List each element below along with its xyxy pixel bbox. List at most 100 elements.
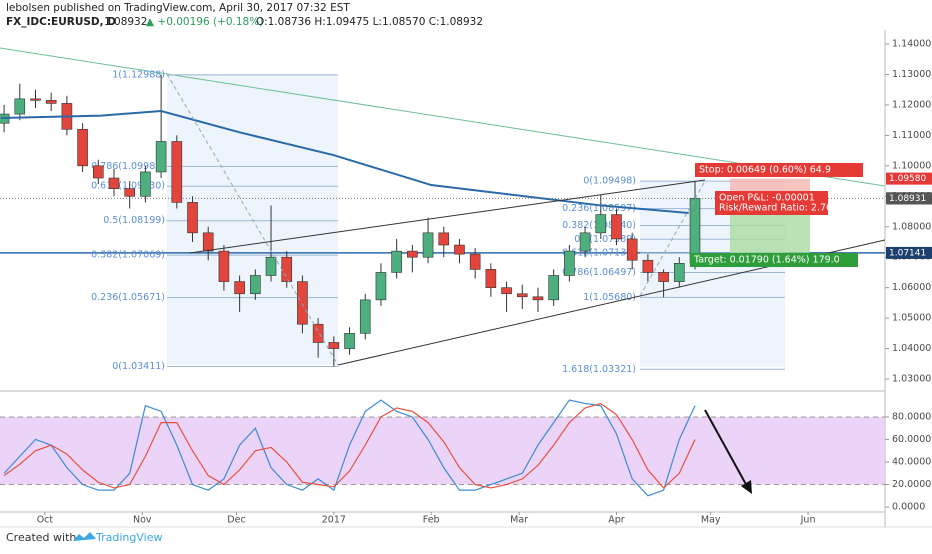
y-tick-label: 80.0000 bbox=[892, 411, 931, 422]
position-box bbox=[690, 253, 858, 267]
candle-body bbox=[45, 100, 57, 104]
fib-label: 0.786(1.09983) bbox=[91, 161, 165, 172]
candle-body bbox=[312, 323, 324, 343]
fib-label: 1(1.05680) bbox=[583, 292, 636, 303]
candle-body bbox=[359, 299, 371, 334]
candle-body bbox=[234, 281, 245, 295]
y-tick-label: 60.0000 bbox=[892, 434, 931, 445]
position-text: Stop: 0.00649 (0.60%) 64.9 bbox=[699, 165, 831, 176]
y-tick-label: 1.03000 bbox=[892, 374, 931, 385]
stoch-band bbox=[0, 416, 885, 485]
fib-label: 0.786(1.06497) bbox=[562, 267, 636, 278]
position-box bbox=[715, 201, 828, 215]
candle-body bbox=[454, 244, 465, 255]
moving-average bbox=[0, 110, 689, 215]
arrow-head bbox=[741, 480, 752, 494]
candle-body bbox=[438, 232, 450, 246]
fib-trend bbox=[639, 180, 706, 297]
candle-body bbox=[14, 98, 26, 115]
fib-label: 1(1.12988) bbox=[112, 69, 165, 80]
candle-body bbox=[108, 177, 120, 189]
y-tick-label: 1.13000 bbox=[892, 69, 931, 80]
overlay: Stop: 0.00649 (0.60%) 64.9 Open P&L: -0.0… bbox=[690, 163, 932, 267]
arrow bbox=[704, 409, 749, 489]
fib-label: 0.5(1.08199) bbox=[103, 215, 165, 226]
y-tick-label: 1.10000 bbox=[892, 160, 931, 171]
footer-text: Created with bbox=[6, 531, 76, 544]
x-tick-label: May bbox=[701, 515, 721, 526]
position-text: Target: 0.01790 (1.64%) 179.0 bbox=[693, 255, 840, 266]
footer-brand: TradingView bbox=[95, 531, 162, 544]
candle-body bbox=[485, 269, 497, 288]
candle-body bbox=[124, 188, 136, 197]
y-tick-label: 1.08000 bbox=[892, 221, 931, 232]
candle-body bbox=[595, 214, 607, 234]
fib-label: 0(1.03411) bbox=[112, 361, 165, 372]
fib-label: 0.236(1.05671) bbox=[91, 292, 165, 303]
candle-body bbox=[281, 256, 293, 282]
candle-body bbox=[642, 259, 654, 273]
candle-body bbox=[218, 250, 230, 282]
candle-body bbox=[391, 250, 402, 273]
fib-trend bbox=[166, 73, 339, 366]
candle-body bbox=[611, 214, 622, 240]
position-text: Open P&L: -0.00001 bbox=[719, 193, 815, 204]
candle-body bbox=[673, 262, 685, 282]
y-tick-label: 1.04000 bbox=[892, 343, 931, 354]
fib-label: 0.382(1.07069) bbox=[91, 250, 165, 261]
logo bbox=[73, 532, 96, 541]
price-label: 1.07141 bbox=[889, 248, 926, 258]
position-text: Risk/Reward Ratio: 2.76 bbox=[719, 203, 832, 214]
stoch-line bbox=[3, 402, 696, 489]
x-tick-label: 2017 bbox=[322, 515, 346, 526]
x-tick-label: Feb bbox=[423, 515, 440, 526]
price-label-box bbox=[886, 192, 932, 205]
y-tick-label: 1.12000 bbox=[892, 99, 931, 110]
y-tick-label: 20.0000 bbox=[892, 479, 931, 490]
y-tick-label: 1.11000 bbox=[892, 130, 931, 141]
fib-label: 0.618(1.07139) bbox=[562, 247, 636, 258]
fib-label: 0(1.09498) bbox=[583, 176, 636, 187]
candle-body bbox=[92, 165, 104, 179]
x-tick-label: Apr bbox=[608, 515, 625, 526]
candle-body bbox=[626, 238, 638, 261]
candle-body bbox=[328, 342, 340, 349]
candle-body bbox=[375, 272, 387, 301]
position-box bbox=[695, 163, 863, 177]
fib-label: 1.618(1.03321) bbox=[562, 364, 636, 375]
candle-body bbox=[344, 333, 355, 349]
candle-body bbox=[548, 275, 559, 301]
candle-body bbox=[658, 272, 669, 282]
price-label: 1.09580 bbox=[889, 174, 926, 184]
candle-body bbox=[140, 171, 151, 197]
candle-body bbox=[532, 296, 544, 301]
fib-label: 0.5(1.07589) bbox=[574, 234, 636, 245]
y-tick-label: 0.0000 bbox=[892, 502, 925, 513]
y-tick-label: 1.14000 bbox=[892, 39, 931, 50]
x-tick-label: Dec bbox=[227, 515, 245, 526]
change: ▲ +0.00196 (+0.18%) bbox=[146, 16, 263, 28]
price-label-box bbox=[886, 246, 932, 259]
candle-body bbox=[250, 275, 261, 295]
candle-body bbox=[579, 232, 591, 252]
candle-body bbox=[171, 141, 183, 203]
candle-body bbox=[469, 253, 481, 270]
candle-body bbox=[564, 250, 575, 276]
candle-body bbox=[155, 141, 167, 173]
candle-body bbox=[30, 98, 41, 101]
y-tick-label: 1.05000 bbox=[892, 313, 931, 324]
y-tick-label: 40.0000 bbox=[892, 457, 931, 468]
fib-label: 0.236(1.08597) bbox=[562, 203, 636, 214]
header-line: lebolsen published on TradingView.com, A… bbox=[6, 2, 350, 14]
fib-label: 0.618(1.09330) bbox=[91, 181, 165, 192]
last-price: 1.08932 bbox=[104, 16, 147, 28]
candle-body bbox=[187, 202, 198, 234]
x-tick-label: Jun bbox=[800, 515, 816, 526]
x-tick-label: Oct bbox=[37, 515, 54, 526]
x-tick-label: Nov bbox=[133, 515, 152, 526]
candle-body bbox=[422, 232, 434, 258]
candle-body bbox=[202, 232, 214, 252]
candle-body bbox=[516, 293, 528, 298]
stoch-line bbox=[3, 399, 696, 497]
